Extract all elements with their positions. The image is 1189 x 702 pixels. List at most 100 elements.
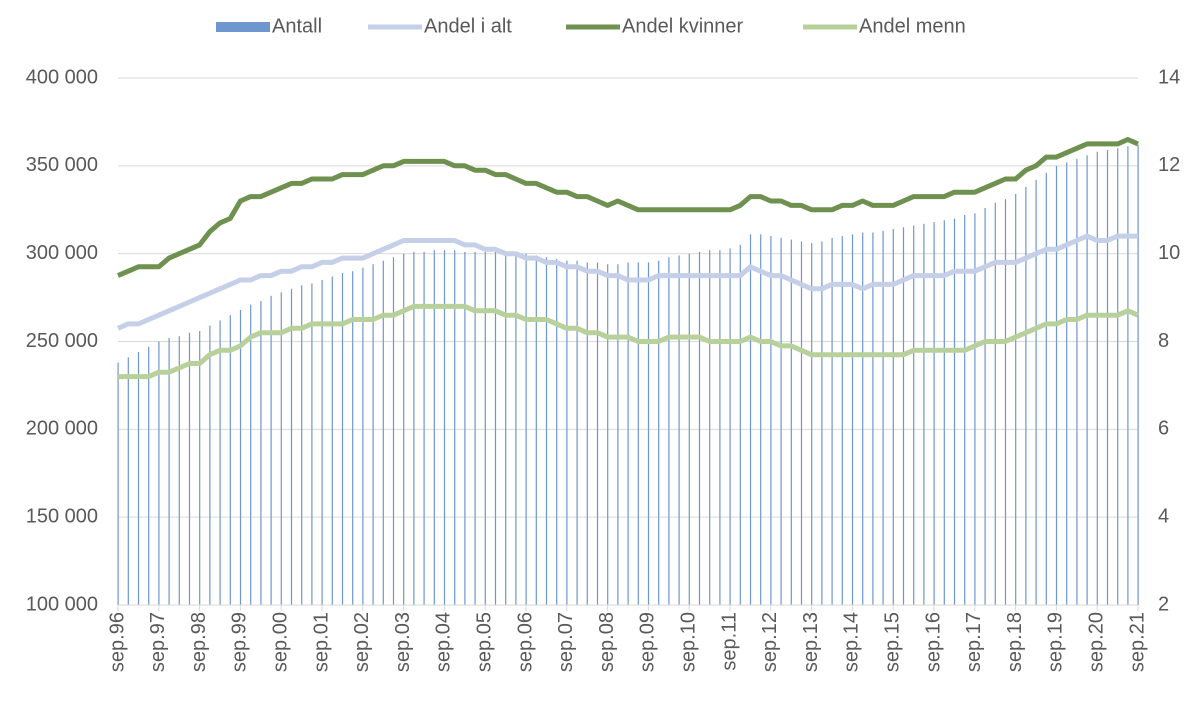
bar <box>219 320 221 605</box>
legend-swatch <box>216 22 270 32</box>
bar <box>862 232 864 605</box>
bar <box>260 301 262 605</box>
y2-tick-label: 4 <box>1158 505 1169 527</box>
bar <box>199 330 201 605</box>
bar <box>678 255 680 605</box>
bar <box>576 260 578 605</box>
bar <box>188 332 191 605</box>
x-tick-label: sep.98 <box>188 612 210 672</box>
y-tick-label: 200 000 <box>26 418 98 440</box>
bar <box>943 220 945 606</box>
bar <box>423 251 425 605</box>
x-tick-label: sep.20 <box>1085 612 1107 672</box>
bar <box>831 237 833 605</box>
legend-label: Andel kvinner <box>622 15 744 37</box>
bar <box>1015 193 1017 605</box>
x-tick-label: sep.10 <box>677 612 699 672</box>
bar <box>494 251 497 605</box>
bar <box>658 260 660 605</box>
x-tick-label: sep.18 <box>1004 612 1026 672</box>
x-tick-label: sep.02 <box>351 612 373 672</box>
bar <box>321 280 323 605</box>
bar <box>515 253 517 605</box>
x-tick-label: sep.21 <box>1126 612 1148 672</box>
x-tick-label: sep.99 <box>229 612 251 672</box>
bar <box>933 222 935 605</box>
bar <box>484 251 486 605</box>
y-tick-label: 400 000 <box>26 66 98 88</box>
bar <box>382 260 384 605</box>
x-tick-label: sep.13 <box>800 612 822 672</box>
bar <box>229 315 231 605</box>
x-tick-label: sep.03 <box>392 612 414 672</box>
x-tick-label: sep.97 <box>147 612 169 672</box>
line <box>117 233 1138 331</box>
bar <box>964 215 966 605</box>
bar <box>443 250 446 606</box>
bar <box>148 346 150 605</box>
bar <box>647 262 650 605</box>
bar <box>1106 150 1109 606</box>
bar <box>811 243 813 606</box>
x-tick-label: sep.04 <box>433 612 455 672</box>
bar <box>953 218 956 606</box>
x-tick-label: sep.06 <box>514 612 536 672</box>
bar <box>474 251 476 605</box>
bar <box>1076 158 1078 605</box>
legend-label: Andel menn <box>859 15 966 37</box>
x-tick-label: sep.14 <box>841 612 863 672</box>
bar <box>698 251 701 605</box>
x-tick-label: sep.17 <box>963 612 985 672</box>
bar <box>168 337 170 605</box>
bar <box>403 253 405 605</box>
bar <box>882 230 884 605</box>
bar <box>760 234 762 606</box>
bar <box>454 250 456 606</box>
bar <box>1066 162 1068 605</box>
bar <box>372 264 374 605</box>
bar <box>851 234 854 606</box>
bar <box>1127 146 1129 605</box>
y2-tick-label: 2 <box>1158 593 1169 615</box>
bar <box>301 285 303 605</box>
bar <box>1086 155 1088 605</box>
bar <box>923 223 925 605</box>
line <box>117 137 1139 278</box>
x-tick-label: sep.07 <box>555 612 577 672</box>
bar <box>800 241 803 605</box>
bar <box>1055 165 1058 606</box>
bar <box>566 260 568 605</box>
bar <box>1045 172 1047 606</box>
x-tick-label: sep.00 <box>269 612 291 672</box>
y-tick-label: 250 000 <box>26 330 98 352</box>
bar <box>984 207 986 605</box>
bar <box>1035 179 1037 606</box>
bar <box>117 362 119 605</box>
bar <box>270 295 272 605</box>
bar <box>974 213 976 605</box>
bar <box>586 262 588 605</box>
bar <box>178 336 180 605</box>
y-tick-label: 100 000 <box>26 593 98 615</box>
bar <box>209 325 211 605</box>
x-tick-label: sep.08 <box>596 612 618 672</box>
y-tick-label: 300 000 <box>26 242 98 264</box>
bar <box>556 258 558 605</box>
x-tick-label: sep.11 <box>718 612 740 671</box>
bar <box>1096 151 1098 605</box>
bar <box>902 227 905 606</box>
x-tick-label: sep.19 <box>1045 612 1067 672</box>
y-tick-label: 350 000 <box>26 154 98 176</box>
bar <box>688 253 690 605</box>
bar <box>413 251 415 605</box>
bar <box>127 357 129 605</box>
bar <box>1117 148 1119 605</box>
x-tick-label: sep.15 <box>881 612 903 672</box>
bar <box>464 251 466 605</box>
bar <box>780 237 782 605</box>
x-tick-label: sep.01 <box>310 612 332 672</box>
bar <box>362 267 364 605</box>
bar <box>290 288 293 605</box>
y-tick-label: 150 000 <box>26 505 98 527</box>
